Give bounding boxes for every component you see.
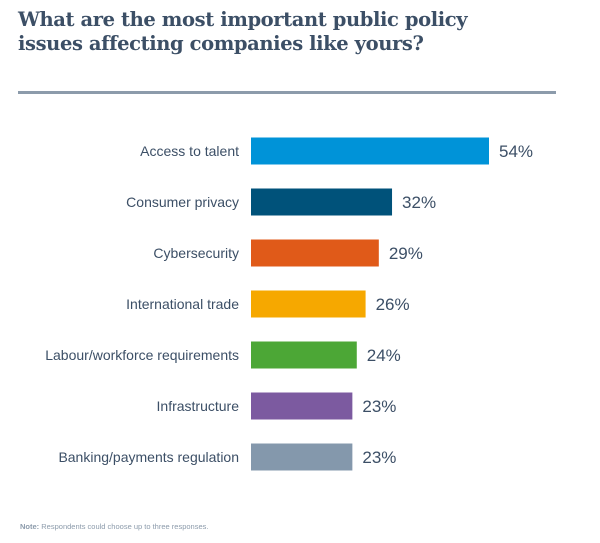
bar <box>251 188 393 216</box>
category-label: Labour/workforce requirements <box>45 347 239 363</box>
bar <box>251 443 353 471</box>
bar <box>251 341 357 369</box>
note-label: Note: <box>20 522 40 531</box>
bar <box>251 392 353 420</box>
chart-title: What are the most important public polic… <box>18 8 468 55</box>
bar <box>251 290 366 318</box>
chart-note: Note: Respondents could choose up to thr… <box>20 522 208 531</box>
value-label: 29% <box>389 244 423 263</box>
bar <box>251 239 379 267</box>
title-divider <box>18 91 556 94</box>
value-label: 23% <box>362 448 396 467</box>
bar <box>251 137 489 165</box>
value-label: 23% <box>362 397 396 416</box>
value-label: 54% <box>499 142 533 161</box>
category-label: Access to talent <box>140 143 239 159</box>
category-label: Consumer privacy <box>126 194 239 210</box>
category-label: Banking/payments regulation <box>58 449 239 465</box>
value-label: 24% <box>367 346 401 365</box>
category-label: Infrastructure <box>157 398 240 414</box>
category-label: Cybersecurity <box>153 245 239 261</box>
value-label: 26% <box>376 295 410 314</box>
bars-group: Access to talent 54% Consumer privacy 32% Cy… <box>45 137 533 471</box>
value-label: 32% <box>402 193 436 212</box>
category-label: International trade <box>126 296 239 312</box>
note-text: Respondents could choose up to three res… <box>41 522 209 531</box>
